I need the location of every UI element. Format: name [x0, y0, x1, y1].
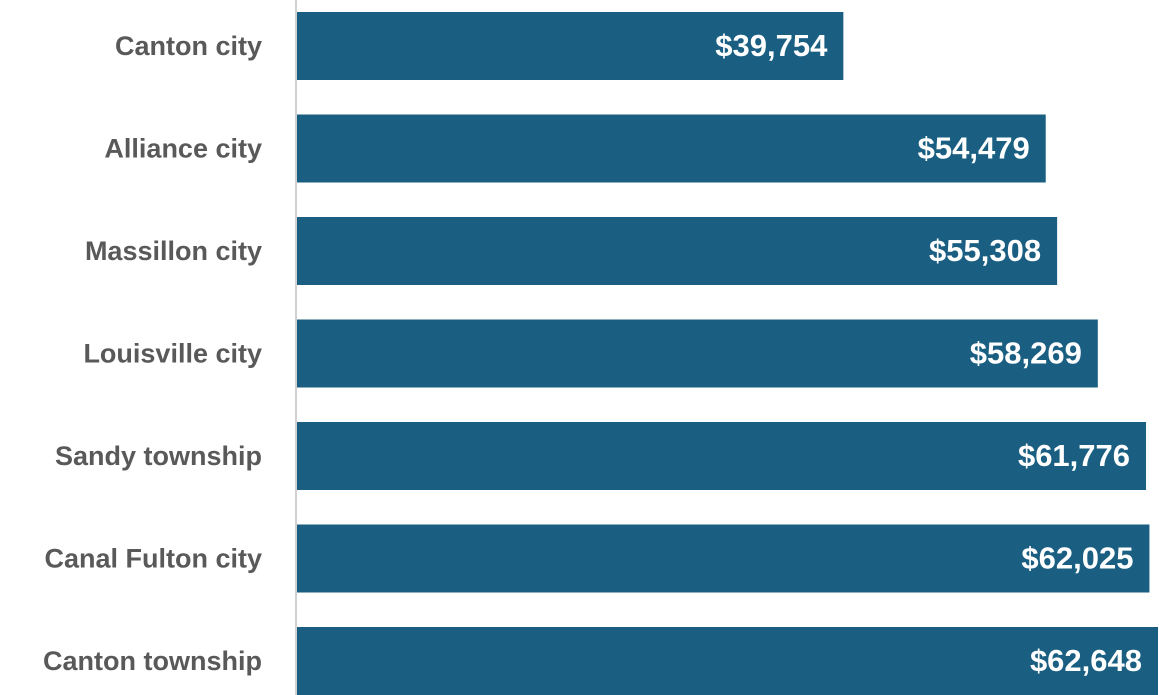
bar: [297, 217, 1058, 285]
bar: [297, 114, 1046, 183]
category-label: Canton township: [43, 646, 262, 676]
category-label: Alliance city: [104, 134, 262, 164]
value-label: $39,754: [715, 28, 828, 63]
bar: [297, 12, 844, 80]
value-label: $61,776: [1018, 438, 1130, 473]
bar: [297, 422, 1147, 490]
bar: [297, 524, 1150, 593]
value-label: $54,479: [918, 131, 1030, 166]
value-label: $62,648: [1030, 643, 1142, 678]
category-label: Louisville city: [83, 339, 262, 369]
value-label: $58,269: [970, 336, 1082, 371]
bar: [297, 627, 1158, 695]
category-label: Canton city: [115, 31, 262, 61]
value-label: $62,025: [1021, 541, 1133, 576]
category-label: Sandy township: [55, 441, 262, 471]
category-label: Massillon city: [85, 236, 262, 266]
bar: [297, 319, 1098, 388]
value-label: $55,308: [929, 233, 1041, 268]
category-label: Canal Fulton city: [44, 544, 262, 574]
